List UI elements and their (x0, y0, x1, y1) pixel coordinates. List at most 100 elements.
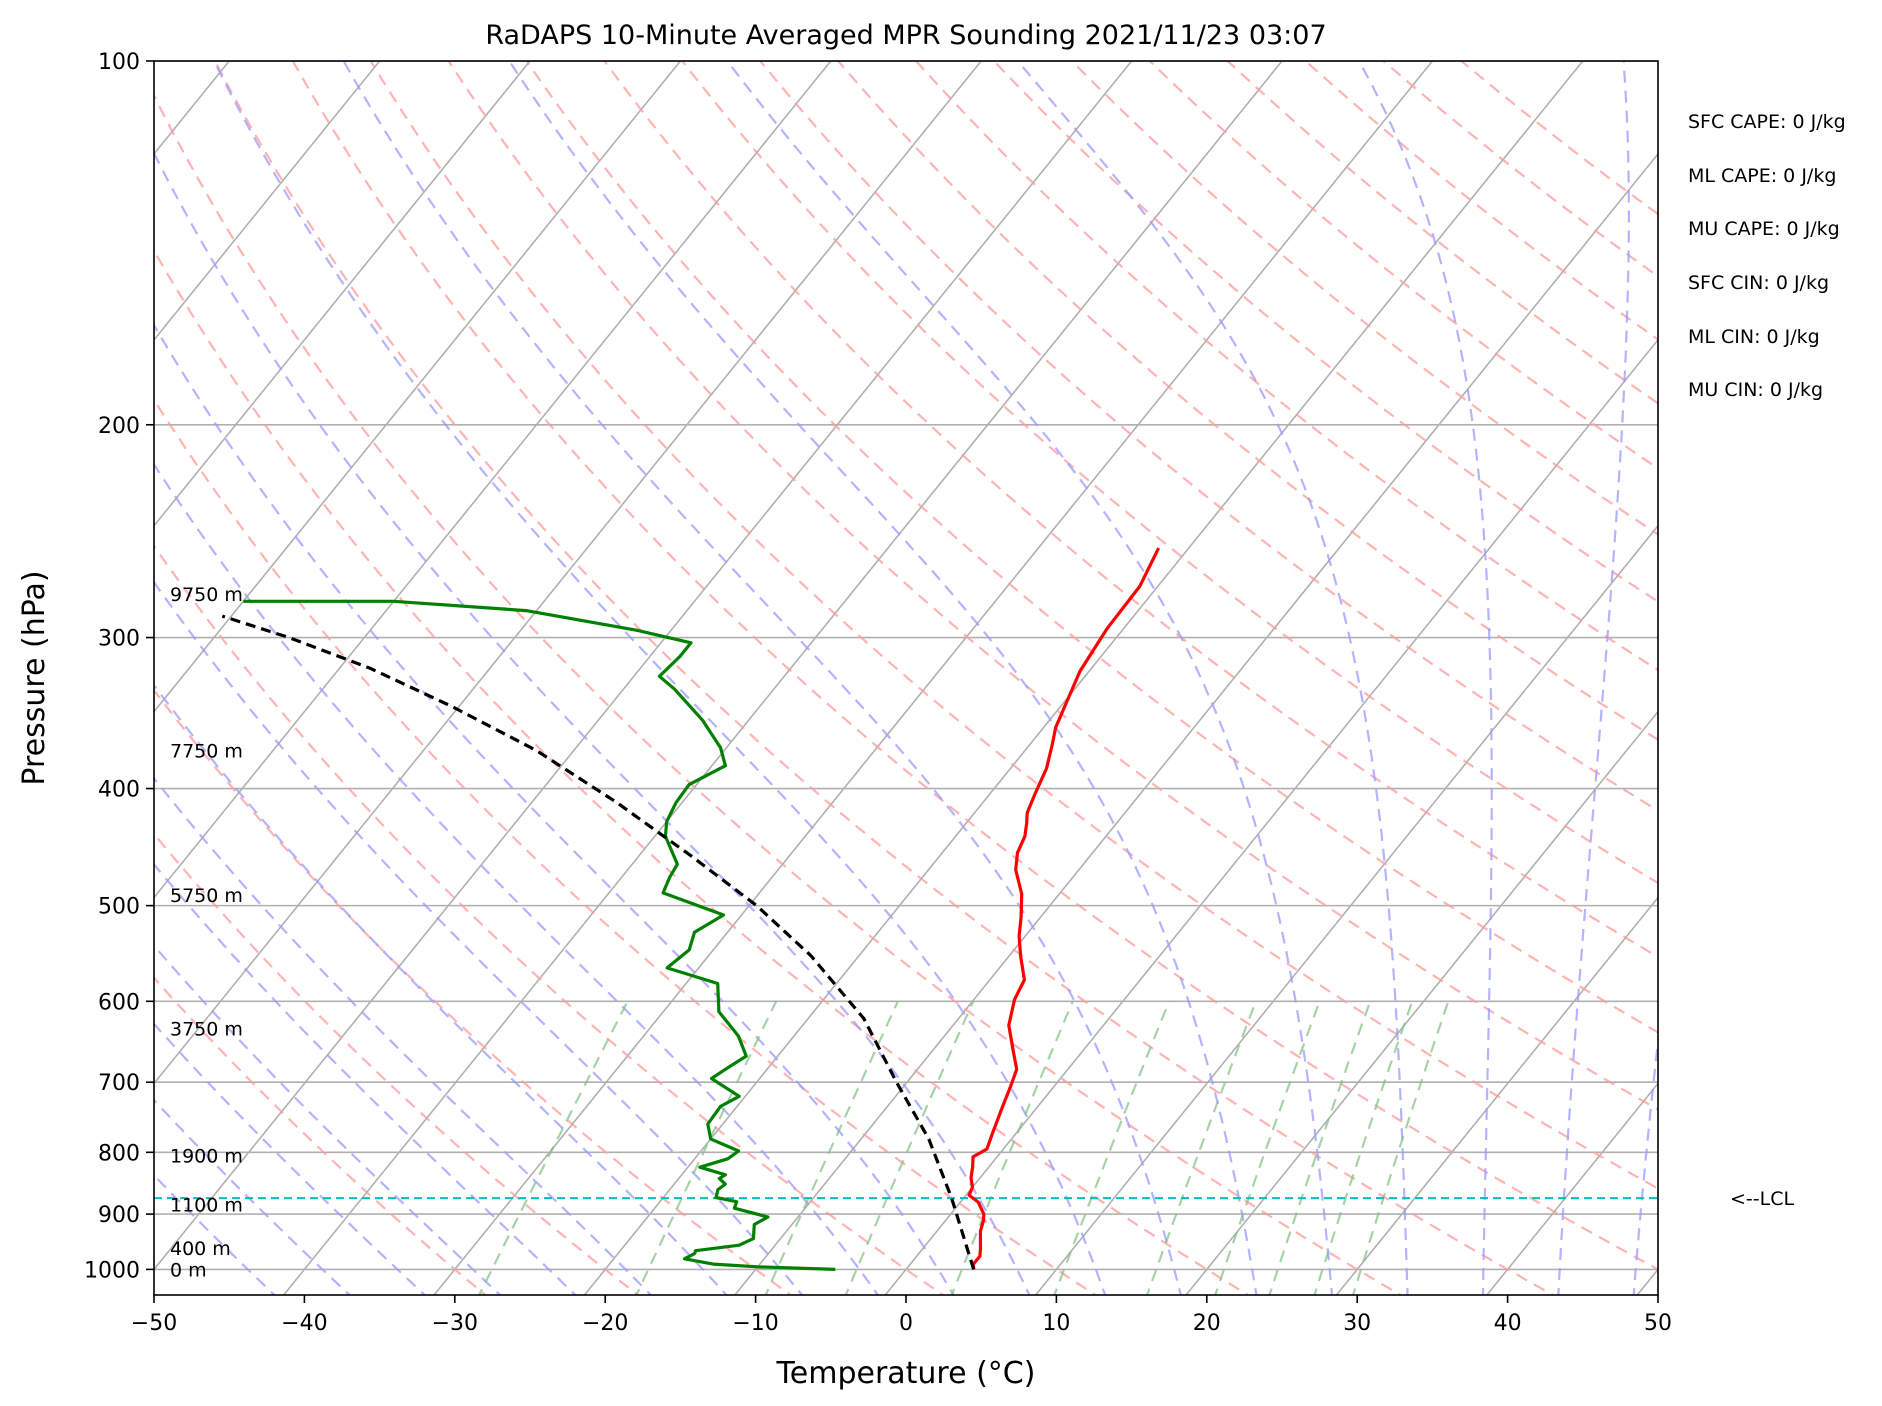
height-label: 1900 m (170, 1146, 243, 1168)
temperature-line (967, 547, 1161, 1270)
moist-adiabat-line (1557, 61, 1631, 1295)
isotherm-line (154, 61, 983, 1085)
dry-adiabat-line (992, 61, 1658, 603)
moist-adiabat-line (1016, 61, 1409, 1295)
y-tick-label: 500 (98, 895, 140, 920)
dewpoint-line (243, 599, 836, 1271)
x-tick-label: −30 (432, 1311, 478, 1336)
dry-adiabat-line (154, 248, 1251, 1295)
x-tick-label: −10 (732, 1311, 778, 1336)
mixing-ratio-line (950, 1000, 1074, 1295)
y-tick-label: 200 (98, 414, 140, 439)
height-label: 7750 m (170, 740, 243, 762)
moist-adiabat-line (342, 61, 1182, 1295)
moist-adiabat-line (154, 862, 577, 1295)
x-tick-label: 20 (1193, 1311, 1221, 1336)
isotherm-line (1335, 896, 1658, 1295)
dry-adiabat-line (154, 688, 793, 1295)
ml-cape-text: ML CAPE: 0 J/kg (1688, 165, 1836, 187)
x-axis-label: Temperature (°C) (776, 1356, 1036, 1391)
isotherm-line (154, 61, 381, 342)
mu-cape-text: MU CAPE: 0 J/kg (1688, 218, 1840, 240)
y-tick-label: 1000 (84, 1258, 140, 1283)
y-tick-label: 800 (98, 1141, 140, 1166)
sounding-lines (154, 547, 1658, 1271)
y-tick-label: 700 (98, 1071, 140, 1096)
dry-adiabat-line (447, 61, 1658, 1111)
moist-adiabat-line (213, 61, 1107, 1295)
ml-cin-text: ML CIN: 0 J/kg (1688, 326, 1820, 348)
sfc-cin-text: SFC CIN: 0 J/kg (1688, 272, 1829, 294)
height-label: 400 m (170, 1238, 231, 1260)
isotherm-line (282, 61, 1284, 1295)
dry-adiabat-line (154, 976, 488, 1295)
mixing-ratio-line (477, 1000, 629, 1295)
isotherm-line (154, 61, 832, 899)
height-labels: 9750 m 7750 m 5750 m 3750 m 1900 m 1100 m 400 … (170, 584, 243, 1282)
mixing-ratio-line (1214, 1000, 1321, 1295)
x-tick-label: −50 (131, 1311, 177, 1336)
moist-adiabat-line (1358, 61, 1493, 1295)
isotherm-line (433, 61, 1434, 1295)
height-label: 0 m (170, 1259, 207, 1281)
dry-adiabat-line (525, 61, 1658, 1034)
x-tick-label: 50 (1644, 1311, 1672, 1336)
mixing-ratio-line (635, 1000, 778, 1295)
dry-adiabat-line (154, 544, 945, 1295)
moist-adiabat-line (154, 1022, 427, 1295)
x-tick-label: −40 (281, 1311, 327, 1336)
y-axis-label: Pressure (hPa) (17, 570, 52, 785)
moist-adiabat-line (154, 1173, 277, 1295)
moist-adiabat-line (154, 462, 880, 1295)
x-tick-label: 30 (1343, 1311, 1371, 1336)
mixing-ratio-line (1313, 1000, 1414, 1295)
y-tick-label: 900 (98, 1203, 140, 1228)
moist-adiabat-line (726, 61, 1334, 1295)
y-tick-label: 100 (98, 50, 140, 75)
x-tick-label: −20 (582, 1311, 628, 1336)
moist-adiabat-line (508, 61, 1258, 1295)
parcel-line (221, 614, 976, 1270)
height-label: 9750 m (170, 584, 243, 606)
axis-ticks: −50 −40 −30 −20 −10 0 10 20 30 40 50 100 200 300 400 50… (84, 50, 1672, 1336)
mu-cin-text: MU CIN: 0 J/kg (1688, 379, 1823, 401)
mixing-ratio-line (844, 1000, 975, 1295)
background-lines (154, 61, 1658, 1295)
dry-adiabat-line (603, 61, 1658, 959)
dry-adiabat-line (154, 832, 640, 1295)
moist-adiabat-line (154, 683, 728, 1295)
mixing-ratio-line (1268, 1000, 1372, 1295)
isotherm-line (154, 61, 1133, 1271)
mixing-ratio-line (1145, 1000, 1257, 1295)
moist-adiabat-line (154, 944, 502, 1295)
dry-adiabat-line (758, 61, 1658, 812)
height-label: 3750 m (170, 1019, 243, 1041)
isotherm-line (1185, 710, 1658, 1295)
x-tick-label: 40 (1494, 1311, 1522, 1336)
dry-adiabat-line (369, 61, 1658, 1190)
dry-adiabat-line (680, 61, 1658, 885)
y-tick-label: 300 (98, 627, 140, 652)
lcl-label: <--LCL (1730, 1188, 1794, 1210)
x-tick-label: 10 (1042, 1311, 1070, 1336)
isotherm-line (583, 61, 1584, 1295)
mixing-ratio-line (764, 1000, 899, 1295)
moist-adiabat-line (154, 323, 955, 1295)
moist-adiabat-line (154, 150, 1031, 1295)
mixing-ratio-line (1351, 1000, 1450, 1295)
x-tick-label: 0 (899, 1311, 913, 1336)
height-label: 1100 m (170, 1195, 243, 1217)
height-label: 5750 m (170, 885, 243, 907)
isotherm-line (154, 61, 532, 528)
dry-adiabat-line (154, 397, 1098, 1295)
isotherm-line (733, 152, 1658, 1295)
y-tick-label: 400 (98, 778, 140, 803)
isotherm-line (1034, 524, 1658, 1295)
chart-title: RaDAPS 10-Minute Averaged MPR Sounding 2… (485, 20, 1326, 51)
sfc-cape-text: SFC CAPE: 0 J/kg (1688, 111, 1846, 133)
mixing-ratio-line (1053, 1000, 1171, 1295)
isotherm-line (154, 61, 682, 713)
isotherm-line (884, 338, 1658, 1295)
moist-adiabat-line (154, 580, 804, 1295)
